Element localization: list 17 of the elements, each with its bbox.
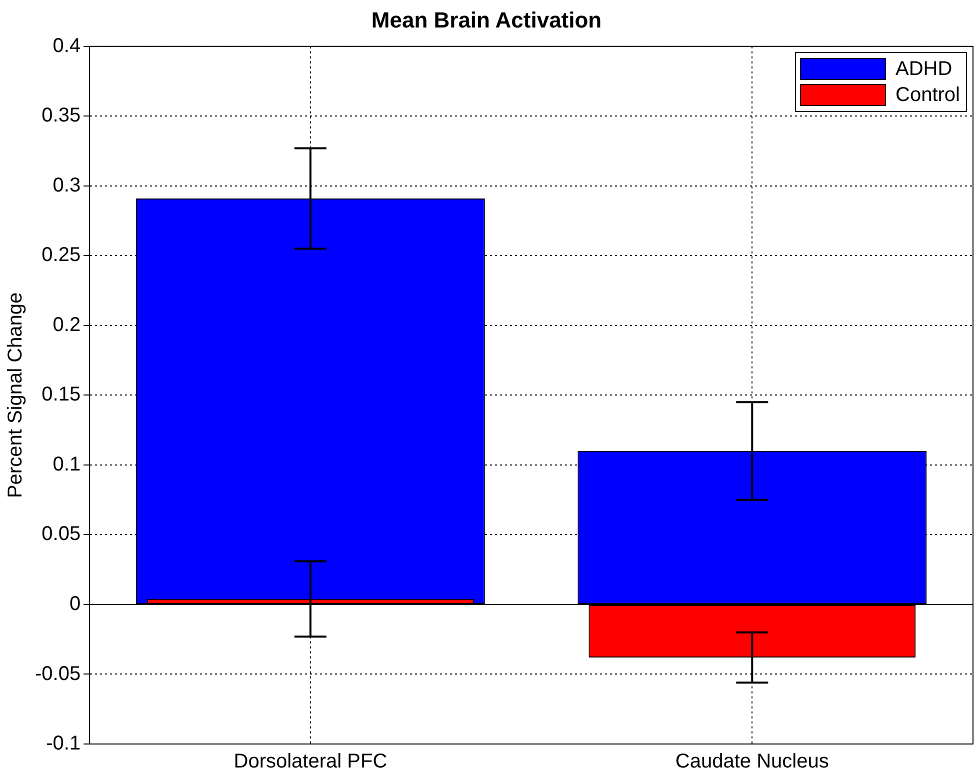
- y-tick-label: -0.1: [46, 732, 81, 755]
- x-tick-label: Dorsolateral PFC: [234, 750, 388, 773]
- legend-label: Control: [896, 84, 960, 107]
- y-tick-label: 0.4: [52, 34, 81, 57]
- y-tick-label: 0.15: [42, 384, 81, 406]
- y-tick-label: 0: [69, 592, 81, 615]
- y-tick-label: 0.1: [52, 453, 81, 476]
- y-tick-label: 0.2: [52, 314, 81, 336]
- y-tick-label: 0.35: [42, 104, 81, 127]
- chart-title: Mean Brain Activation: [371, 7, 602, 32]
- x-tick-label: Caudate Nucleus: [675, 750, 829, 773]
- y-axis-title: Percent Signal Change: [4, 292, 27, 498]
- y-tick-label: -0.05: [34, 662, 81, 685]
- legend-label: ADHD: [896, 58, 952, 81]
- y-tick-label: 0.3: [52, 174, 81, 196]
- y-tick-label: 0.05: [42, 523, 81, 546]
- y-tick-label: 0.25: [42, 244, 81, 266]
